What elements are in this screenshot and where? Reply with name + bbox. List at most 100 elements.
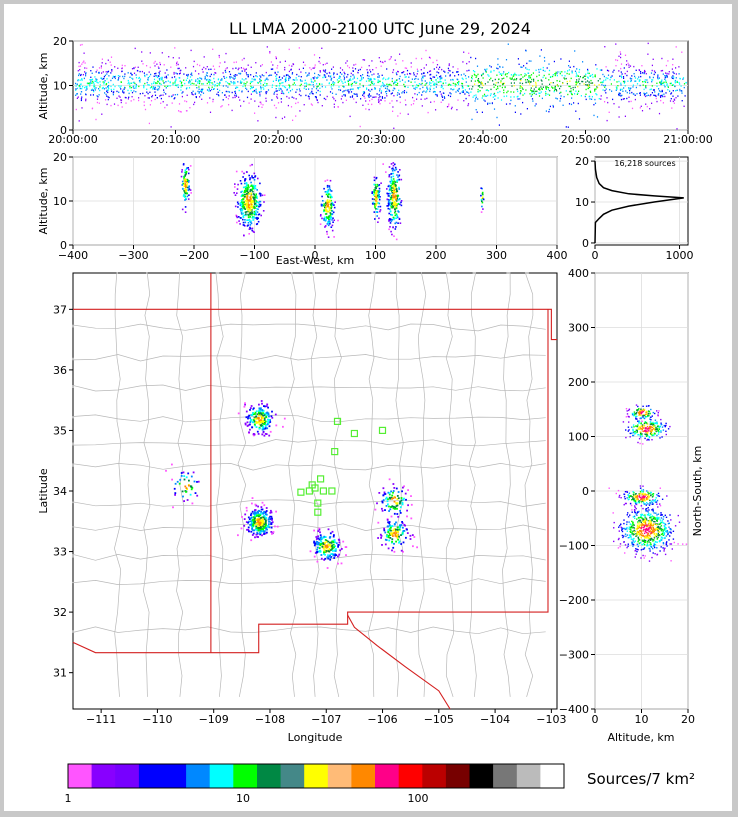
source-point <box>329 558 332 561</box>
source-point <box>313 544 316 547</box>
source-point <box>519 98 521 100</box>
source-point <box>649 108 651 110</box>
source-point <box>535 69 537 71</box>
source-point <box>375 194 378 197</box>
source-point <box>646 105 648 108</box>
source-point <box>216 93 218 95</box>
source-point <box>455 83 457 86</box>
source-point <box>130 82 132 84</box>
source-point <box>124 75 126 78</box>
source-point <box>663 424 665 427</box>
source-point <box>181 171 183 173</box>
source-point <box>84 67 86 69</box>
source-point <box>396 502 398 505</box>
source-point <box>369 84 372 86</box>
source-point <box>570 77 572 80</box>
source-point <box>297 101 299 104</box>
source-point <box>661 89 663 92</box>
source-point <box>345 89 347 92</box>
source-point <box>238 89 240 92</box>
source-point <box>388 510 390 512</box>
source-point <box>448 103 450 105</box>
source-point <box>246 74 248 76</box>
source-point <box>110 72 112 74</box>
source-point <box>243 204 246 207</box>
source-point <box>517 98 519 100</box>
source-point <box>396 179 399 181</box>
county-line <box>72 463 546 471</box>
source-point <box>633 414 635 417</box>
source-point <box>228 83 230 85</box>
source-point <box>251 176 253 179</box>
source-point <box>556 84 558 86</box>
source-point <box>218 56 220 59</box>
source-point <box>370 95 372 97</box>
source-point <box>413 74 415 76</box>
source-point <box>513 96 515 98</box>
source-point <box>378 100 380 103</box>
source-point <box>628 416 630 418</box>
source-point <box>640 412 642 414</box>
source-point <box>385 91 387 93</box>
source-point <box>650 531 652 533</box>
source-point <box>259 95 261 97</box>
source-point <box>335 548 337 550</box>
source-point <box>138 97 140 99</box>
source-point <box>246 186 248 189</box>
source-point <box>333 106 335 108</box>
source-point <box>174 94 176 96</box>
source-point <box>577 102 579 105</box>
source-point <box>329 543 331 546</box>
source-point <box>506 95 508 97</box>
source-point <box>98 102 100 104</box>
source-point <box>681 51 683 53</box>
source-point <box>392 69 395 71</box>
source-point <box>271 410 273 413</box>
source-point <box>324 63 326 65</box>
source-point <box>139 79 141 82</box>
source-point <box>636 431 638 434</box>
source-point <box>392 175 395 178</box>
source-point <box>575 72 577 74</box>
source-point <box>406 509 408 512</box>
source-point <box>516 78 518 80</box>
source-point <box>125 102 127 104</box>
source-point <box>149 104 151 106</box>
source-point <box>254 424 256 427</box>
lma-station <box>314 499 322 507</box>
source-point <box>331 545 333 548</box>
source-point <box>335 554 338 556</box>
source-point <box>334 553 337 556</box>
source-point <box>178 482 181 485</box>
source-point <box>303 104 305 106</box>
source-point <box>390 230 392 233</box>
source-point <box>269 74 271 76</box>
source-point <box>330 189 332 192</box>
source-point <box>390 529 392 532</box>
source-point <box>463 51 465 53</box>
source-point <box>205 74 207 76</box>
source-point <box>604 101 606 103</box>
source-point <box>640 505 643 507</box>
source-point <box>153 87 155 89</box>
source-point <box>259 182 261 185</box>
source-point <box>383 77 385 79</box>
source-point <box>655 430 657 433</box>
source-point <box>254 100 256 102</box>
source-point <box>462 78 464 80</box>
source-point <box>502 83 504 86</box>
source-point <box>410 503 413 506</box>
source-point <box>637 434 639 436</box>
source-point <box>633 426 635 428</box>
source-point <box>679 88 681 91</box>
source-point <box>110 64 112 66</box>
source-point <box>387 534 390 537</box>
source-point <box>371 82 373 84</box>
source-point <box>374 87 376 89</box>
source-point <box>242 216 245 218</box>
source-point <box>184 206 187 208</box>
source-point <box>331 229 334 232</box>
source-point <box>165 469 167 472</box>
source-point <box>275 88 277 90</box>
source-point <box>288 84 290 86</box>
